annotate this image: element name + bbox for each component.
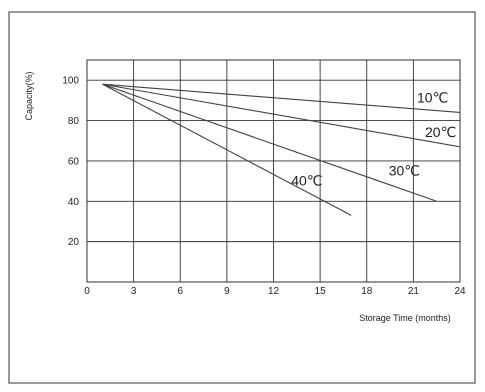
x-tick-label: 21 <box>408 286 420 297</box>
series-line-3 <box>102 83 437 202</box>
x-tick-label: 3 <box>131 286 137 297</box>
x-axis-label: Storage Time (months) <box>359 313 451 323</box>
x-tick-label: 24 <box>454 286 466 297</box>
x-tick-label: 9 <box>224 286 230 297</box>
series-line-2 <box>102 83 461 148</box>
y-axis-label: Capacity(%) <box>24 71 34 120</box>
y-tick-label: 40 <box>68 197 80 208</box>
series-label: 40℃ <box>291 172 322 188</box>
series-layer <box>102 83 461 216</box>
y-tick-label: 60 <box>68 156 80 167</box>
y-tick-labels: 20 40 60 80 100 <box>62 76 79 248</box>
x-tick-label: 18 <box>361 286 373 297</box>
grid-lines <box>87 60 460 282</box>
series-labels: 10℃ 20℃ 30℃ 40℃ <box>291 89 456 188</box>
y-tick-label: 100 <box>62 76 79 87</box>
series-line-1 <box>102 83 461 114</box>
y-tick-label: 80 <box>68 116 80 127</box>
x-tick-labels: 0 3 6 9 12 15 18 21 24 <box>84 286 466 297</box>
x-tick-label: 6 <box>177 286 183 297</box>
series-label: 30℃ <box>389 162 420 178</box>
series-label: 10℃ <box>417 89 448 105</box>
series-label: 20℃ <box>425 124 456 140</box>
x-tick-label: 12 <box>268 286 280 297</box>
x-tick-label: 15 <box>315 286 327 297</box>
series-line-4 <box>102 83 352 216</box>
y-tick-label: 20 <box>68 237 80 248</box>
x-tick-label: 0 <box>84 286 90 297</box>
